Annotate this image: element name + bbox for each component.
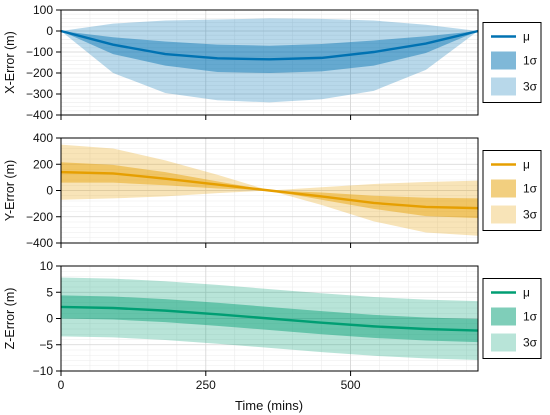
y-tick-label: −400 — [26, 108, 53, 122]
y-tick-label: 0 — [46, 312, 53, 326]
y-tick-label: −300 — [26, 87, 53, 101]
legend-swatch-3sigma — [491, 205, 516, 224]
y-tick-label: 0 — [46, 184, 53, 198]
x-tick-label: 250 — [196, 378, 216, 392]
legend-label: μ — [523, 158, 530, 172]
y-tick-label: −400 — [26, 236, 53, 250]
legend-label: 3σ — [523, 80, 538, 94]
chart-panel-1: 100 0 −100 −200 −300 −400 X-Error (m) μ 1σ 3σ — [3, 3, 542, 122]
chart-panel-2: 400 200 0 −200 −400 Y-Error (m) μ 1σ 3σ — [3, 131, 542, 250]
legend-swatch-3sigma — [491, 77, 516, 96]
series-mean-line — [61, 29, 478, 61]
legend-swatch-3sigma — [491, 333, 516, 352]
x-axis-label: Time (mins) — [235, 398, 303, 413]
legend: μ 1σ 3σ — [482, 278, 542, 359]
y-axis-label: X-Error (m) — [3, 31, 17, 94]
y-tick-label: 10 — [40, 259, 54, 273]
y-tick-label: −200 — [26, 66, 53, 80]
y-tick-label: −5 — [39, 338, 53, 352]
y-tick-label: −100 — [26, 45, 53, 59]
x-tick-label: 500 — [341, 378, 361, 392]
y-tick-label: 400 — [33, 131, 53, 145]
legend: μ 1σ 3σ — [482, 150, 542, 231]
chart-panel-3: 10 5 0 −5 −10 0 250 500 Z-Error (m) μ 1σ 3σ — [3, 259, 542, 392]
y-axis-label: Z-Error (m) — [3, 288, 17, 350]
x-tick-label: 0 — [58, 378, 65, 392]
y-tick-label: 0 — [46, 24, 53, 38]
series-mean-line — [61, 305, 478, 332]
legend-label: 3σ — [523, 336, 538, 350]
legend-swatch-1sigma — [491, 307, 516, 326]
legend-label: 1σ — [523, 310, 538, 324]
band-1sigma — [61, 31, 478, 73]
y-tick-label: −200 — [26, 210, 53, 224]
y-axis-label: Y-Error (m) — [3, 160, 17, 221]
legend-swatch-1sigma — [491, 51, 516, 70]
legend-label: 1σ — [523, 54, 538, 68]
y-tick-label: 5 — [46, 285, 53, 299]
legend-label: 3σ — [523, 208, 538, 222]
legend-label: μ — [523, 30, 530, 44]
y-tick-label: 100 — [33, 3, 53, 17]
plot-frame — [60, 9, 479, 116]
band-3sigma — [61, 144, 478, 236]
y-tick-label: −10 — [33, 364, 54, 378]
legend-label: 1σ — [523, 182, 538, 196]
legend-swatch-1sigma — [491, 179, 516, 198]
legend-label: μ — [523, 286, 530, 300]
series-mean-line — [61, 170, 478, 210]
y-tick-label: 200 — [33, 157, 53, 171]
legend: μ 1σ 3σ — [482, 22, 542, 103]
